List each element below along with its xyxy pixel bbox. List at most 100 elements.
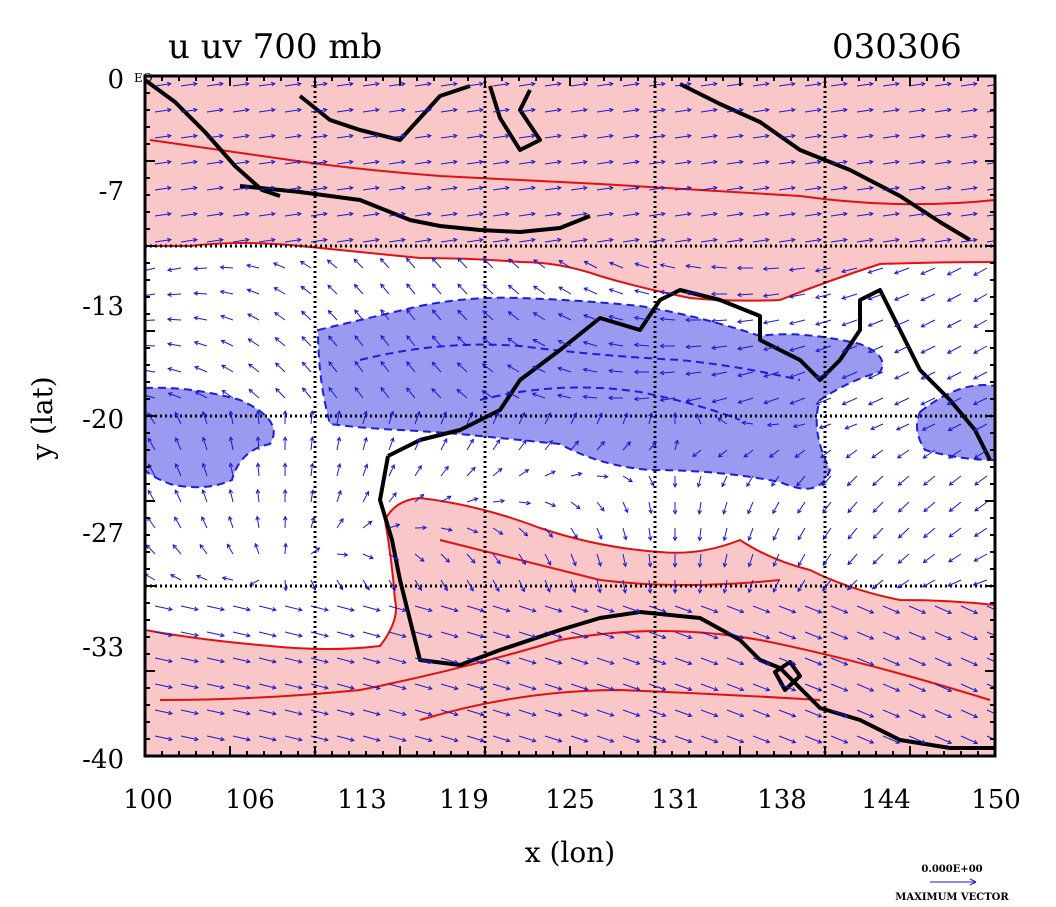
wind-vector — [700, 81, 718, 87]
wind-vector — [622, 579, 628, 594]
x-tick-label: 113 — [337, 785, 387, 815]
wind-vector — [180, 237, 198, 243]
wind-vector — [726, 185, 744, 191]
wind-vector — [431, 361, 442, 373]
wind-vector — [922, 449, 936, 459]
wind-vector — [717, 449, 728, 458]
wind-vector — [440, 81, 458, 87]
wind-vector — [310, 735, 329, 742]
wind-vector — [804, 709, 823, 718]
wind-vector — [622, 441, 632, 451]
wind-vector — [362, 185, 380, 191]
wind-vector — [466, 159, 484, 165]
wind-vector — [672, 412, 678, 425]
wind-vector — [284, 683, 303, 690]
wind-vector — [821, 475, 832, 487]
wind-vector — [336, 657, 355, 664]
wind-vector — [659, 343, 675, 349]
contour-south-core — [419, 688, 821, 721]
wind-vector — [414, 657, 433, 665]
wind-vector — [923, 527, 936, 539]
wind-vector — [169, 574, 182, 581]
wind-vector — [145, 267, 156, 273]
wind-vector — [788, 293, 806, 299]
wind-vector — [867, 397, 884, 406]
wind-vector — [388, 657, 407, 665]
wind-vector — [856, 709, 875, 718]
wind-vector — [648, 475, 655, 487]
coastline-australia — [387, 288, 992, 461]
wind-vector — [406, 334, 416, 347]
wind-vector — [721, 475, 728, 488]
wind-vector — [778, 211, 796, 217]
wind-vector — [674, 107, 692, 113]
wind-vector — [973, 319, 988, 328]
wind-vector — [258, 81, 276, 87]
wind-vector — [934, 81, 952, 87]
wind-vector — [986, 605, 995, 611]
wind-vector — [180, 211, 198, 217]
wind-vector — [792, 423, 806, 429]
wind-vector — [946, 319, 962, 328]
wind-vector — [804, 631, 823, 640]
wind-vector — [696, 475, 702, 488]
wind-vector — [518, 657, 537, 665]
contour-south-band — [439, 539, 781, 586]
wind-vector — [310, 631, 329, 638]
wind-vector — [380, 386, 390, 399]
wind-vector — [388, 553, 400, 561]
wind-vector — [206, 237, 224, 243]
wind-vector — [284, 657, 303, 664]
wind-vector — [362, 553, 374, 560]
wind-vector — [882, 185, 900, 191]
wind-vector — [596, 579, 602, 594]
wind-vector — [633, 289, 650, 295]
wind-vector — [166, 342, 182, 347]
coastline-newguinea — [679, 82, 972, 242]
wind-vector — [700, 185, 718, 191]
wind-vector — [492, 498, 506, 504]
wind-vector — [674, 605, 693, 614]
wind-vector — [492, 467, 503, 477]
wind-vector — [867, 267, 884, 274]
wind-vector — [362, 410, 368, 425]
wind-vector — [414, 683, 433, 691]
wind-vector — [466, 657, 485, 665]
wind-vector — [841, 397, 858, 406]
wind-vector — [622, 683, 641, 691]
wind-vector — [920, 397, 936, 406]
wind-vector — [232, 81, 250, 87]
wind-vector — [700, 107, 718, 113]
wind-vector — [685, 344, 702, 350]
wind-vector — [166, 267, 182, 272]
wind-vector — [700, 605, 719, 614]
wind-vector — [844, 423, 858, 430]
wind-vector — [388, 492, 397, 503]
wind-vector — [544, 631, 563, 639]
wind-vector — [506, 364, 520, 373]
wind-vector — [466, 579, 474, 592]
wind-vector — [737, 371, 754, 378]
wind-vector — [726, 709, 745, 718]
wind-vector — [743, 449, 754, 458]
wind-vector — [882, 631, 901, 640]
wind-vector — [659, 289, 676, 295]
wind-vector — [362, 709, 381, 716]
wind-vector — [908, 133, 926, 139]
wind-vector — [258, 605, 277, 612]
wind-vector — [336, 237, 354, 243]
wind-vector — [921, 423, 936, 431]
wind-vector — [466, 211, 484, 217]
wind-vector — [206, 735, 226, 742]
wind-vector — [934, 683, 953, 692]
wind-vector — [232, 107, 250, 113]
wind-vector — [533, 259, 546, 269]
wind-vector — [440, 159, 458, 165]
wind-vector — [414, 631, 433, 639]
wind-vector — [973, 267, 988, 276]
wind-vector — [255, 462, 261, 477]
wind-vector — [752, 81, 770, 87]
wind-vector — [388, 437, 395, 451]
wind-vector — [206, 709, 226, 716]
wind-vector — [622, 133, 640, 139]
